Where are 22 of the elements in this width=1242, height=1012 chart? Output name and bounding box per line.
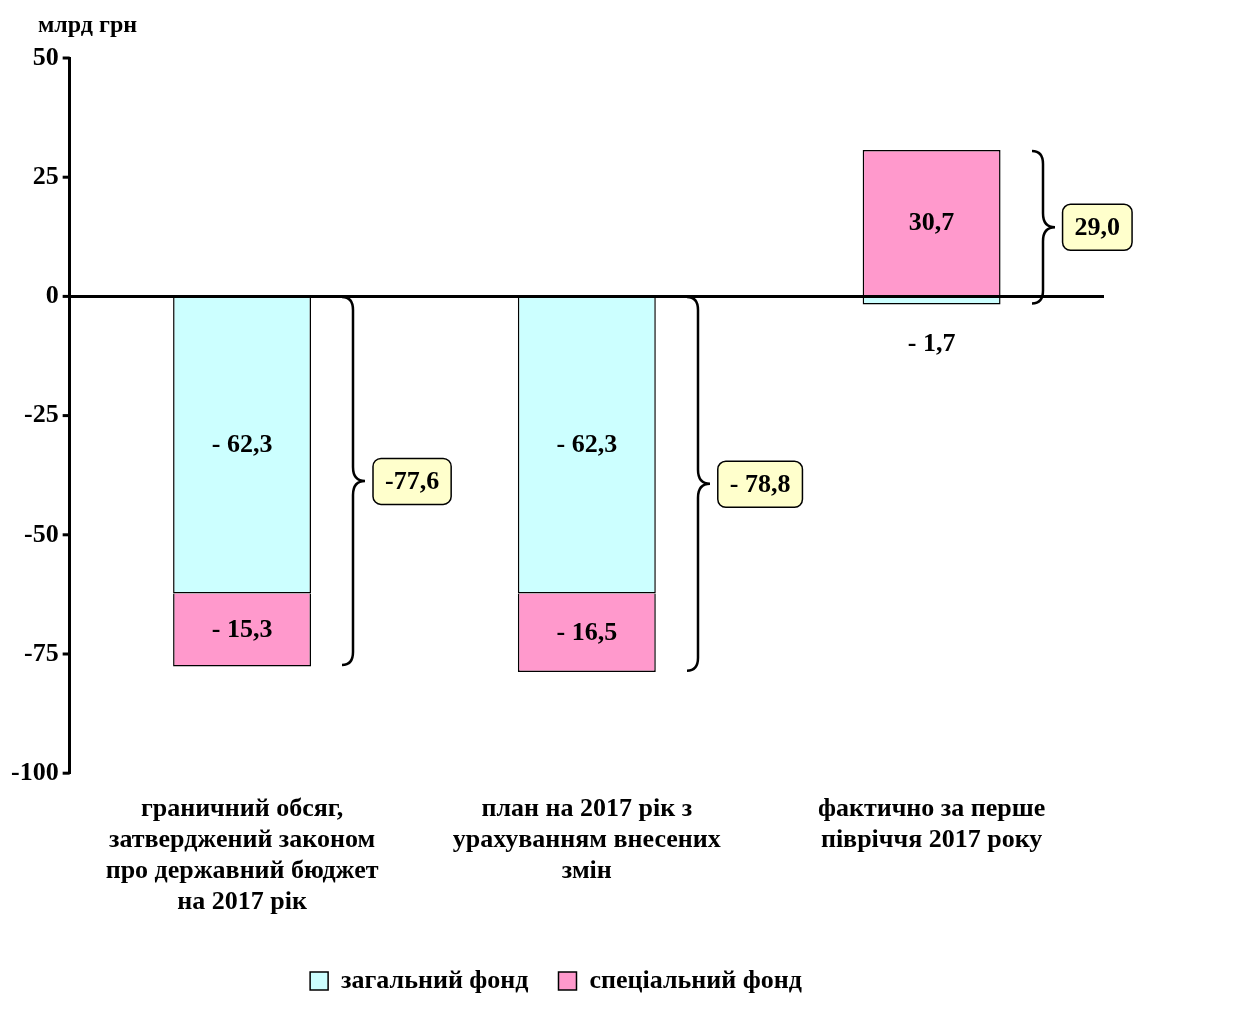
y-tick-label: -25 <box>23 399 59 429</box>
y-tick-label: 50 <box>32 41 59 71</box>
data-label: - 62,3 <box>211 428 273 458</box>
data-label: - 16,5 <box>556 616 618 646</box>
total-label: - 78,8 <box>729 468 791 498</box>
data-label: - 15,3 <box>211 613 273 643</box>
legend-label: загальний фонд <box>341 964 529 994</box>
data-label: 30,7 <box>908 206 955 236</box>
y-tick-label: 25 <box>32 160 59 190</box>
legend-label: спеціальний фонд <box>589 964 802 994</box>
y-tick-label: 0 <box>45 280 59 310</box>
y-tick-label: -100 <box>10 756 59 786</box>
y-axis-title: млрд грн <box>38 11 138 38</box>
total-label: 29,0 <box>1074 211 1121 241</box>
data-label: - 1,7 <box>907 328 956 358</box>
x-tick-label: план на 2017 рік з урахуванням внесених змін <box>452 792 721 884</box>
total-label: -77,6 <box>385 466 440 496</box>
data-label: - 62,3 <box>556 428 618 458</box>
x-tick-label: граничний обсяг, затверджений законом про державний бюджет на 2017 рік <box>105 792 379 916</box>
x-tick-label: фактично за перше півріччя 2017 року <box>817 792 1046 853</box>
y-tick-label: -50 <box>23 518 59 548</box>
y-tick-label: -75 <box>23 637 59 667</box>
